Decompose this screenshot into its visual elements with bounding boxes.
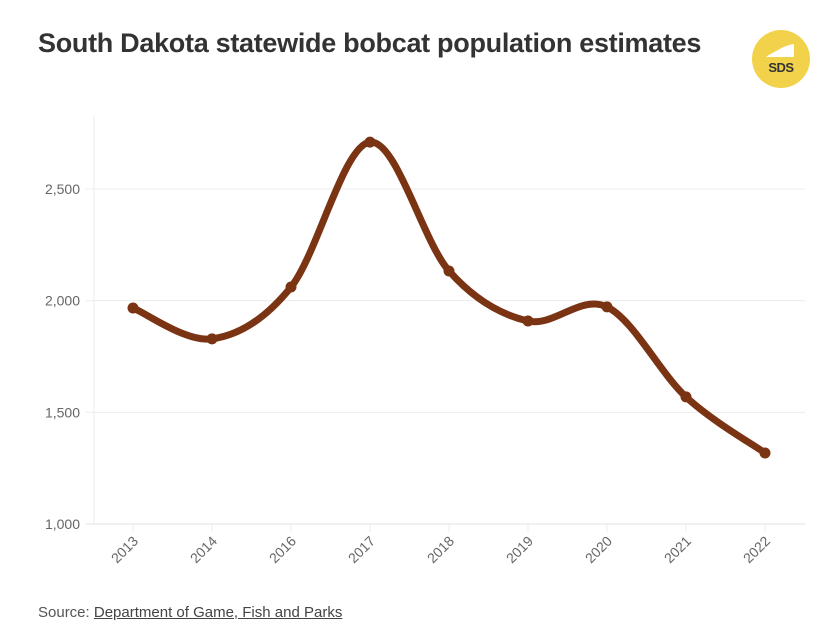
source-link[interactable]: Department of Game, Fish and Parks — [93, 604, 343, 621]
y-tick-label: 1,000 — [45, 516, 80, 532]
data-points — [127, 136, 771, 459]
x-axis-ticks: 2013 2014 2016 2017 2018 2019 2020 2021 2022 — [108, 524, 773, 566]
data-point — [443, 265, 455, 277]
sds-logo-icon: SDS — [752, 30, 810, 88]
source-note: Source: Department of Game, Fish and Par… — [38, 604, 342, 621]
chart-title: South Dakota statewide bobcat population… — [38, 28, 702, 58]
data-line — [129, 138, 769, 457]
gridlines — [86, 115, 805, 525]
x-tick-label: 2014 — [187, 533, 220, 566]
data-point — [522, 315, 534, 327]
y-tick-label: 1,500 — [45, 404, 80, 420]
data-point — [364, 136, 376, 148]
x-tick-label: 2020 — [582, 533, 615, 566]
x-tick-label: 2021 — [661, 533, 694, 566]
y-tick-label: 2,500 — [45, 181, 80, 197]
logo-text: SDS — [768, 60, 794, 75]
logo-shape-icon — [766, 44, 794, 57]
x-tick-label: 2022 — [740, 533, 773, 566]
x-tick-label: 2013 — [108, 533, 141, 566]
data-point — [206, 333, 218, 345]
x-tick-label: 2018 — [424, 533, 457, 566]
x-tick-label: 2016 — [266, 533, 299, 566]
y-axis-ticks: 1,000 1,500 2,000 2,500 — [45, 181, 80, 532]
data-point — [285, 281, 297, 293]
data-point — [759, 447, 771, 459]
data-point — [127, 302, 139, 314]
data-point — [601, 301, 613, 313]
x-tick-label: 2017 — [345, 533, 378, 566]
source-prefix: Source: — [38, 604, 94, 621]
data-point — [680, 391, 692, 403]
x-tick-label: 2019 — [503, 533, 536, 566]
y-tick-label: 2,000 — [45, 293, 80, 309]
